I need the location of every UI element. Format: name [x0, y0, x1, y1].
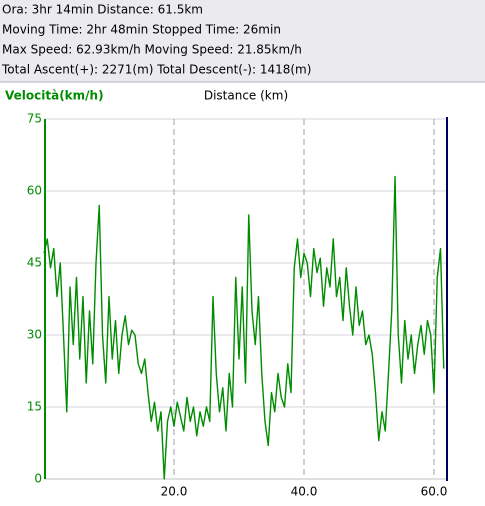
stat-line: Moving Time: 2hr 48min Stopped Time: 26m… — [2, 23, 281, 37]
y-tick-label: 0 — [34, 472, 42, 486]
stat-line: Total Ascent(+): 2271(m) Total Descent(-… — [1, 63, 311, 77]
speed-line — [43, 175, 445, 480]
y-tick-label: 60 — [27, 184, 42, 198]
y-tick-label: 30 — [27, 328, 42, 342]
x-axis-label: Distance (km) — [204, 89, 288, 103]
y-tick-label: 15 — [27, 400, 42, 414]
x-tick-label: 60.0 — [421, 485, 448, 499]
y-tick-label: 75 — [27, 112, 42, 126]
stat-line: Ora: 3hr 14min Distance: 61.5km — [2, 3, 203, 17]
stat-line: Max Speed: 62.93km/h Moving Speed: 21.85… — [2, 43, 302, 57]
x-tick-label: 20.0 — [161, 485, 188, 499]
stats-panel — [0, 0, 485, 82]
y-tick-label: 45 — [27, 256, 42, 270]
y-axis-label: Velocità(km/h) — [5, 89, 104, 103]
x-tick-label: 40.0 — [291, 485, 318, 499]
